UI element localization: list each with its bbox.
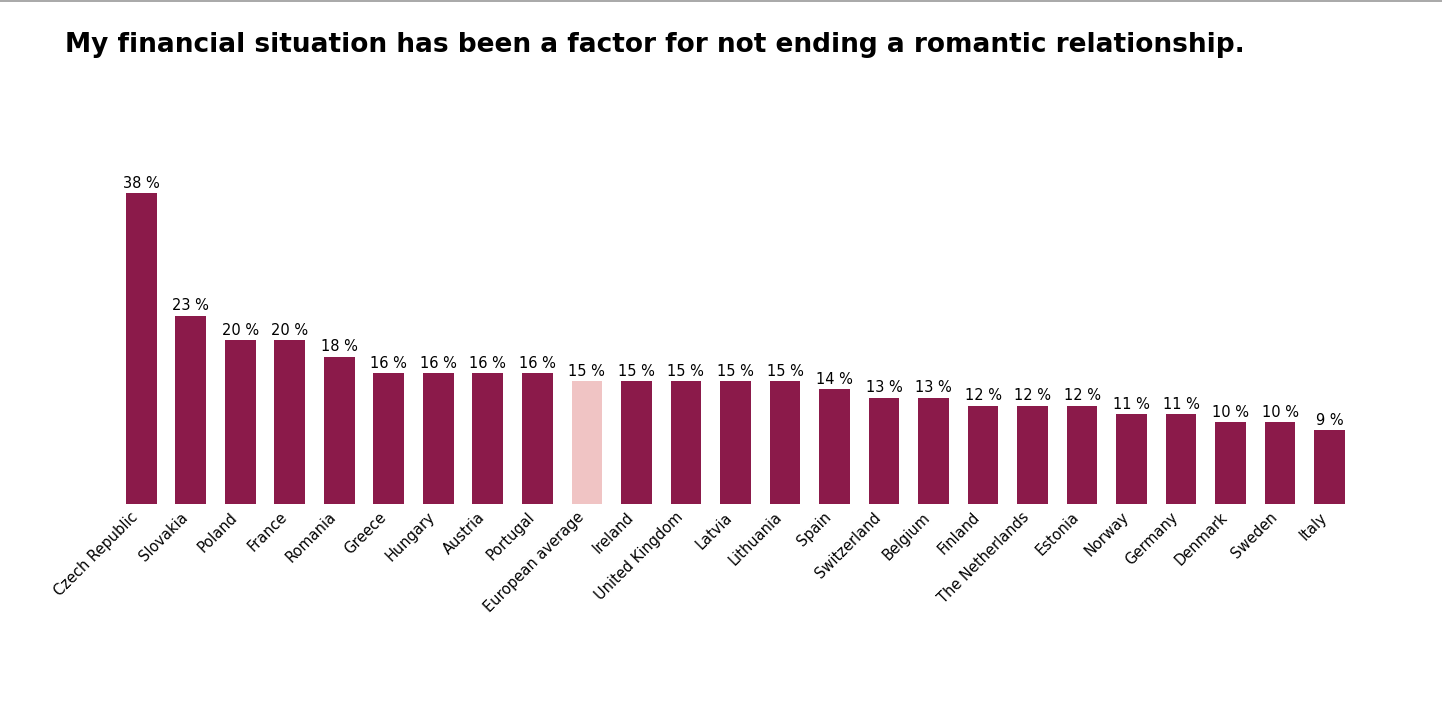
Bar — [819, 390, 849, 504]
Text: 38 %: 38 % — [123, 176, 160, 191]
Bar — [720, 382, 751, 504]
Text: My financial situation has been a factor for not ending a romantic relationship.: My financial situation has been a factor… — [65, 32, 1244, 58]
Bar — [423, 373, 454, 504]
Bar — [919, 397, 949, 504]
Text: 12 %: 12 % — [1064, 388, 1100, 403]
Text: 10 %: 10 % — [1262, 405, 1299, 420]
Bar — [473, 373, 503, 504]
Bar — [324, 356, 355, 504]
Bar — [373, 373, 404, 504]
Bar — [571, 382, 603, 504]
Text: 20 %: 20 % — [271, 323, 309, 338]
Text: 20 %: 20 % — [222, 323, 258, 338]
Bar — [225, 341, 255, 504]
Text: 16 %: 16 % — [470, 356, 506, 371]
Text: 11 %: 11 % — [1162, 397, 1200, 412]
Text: 18 %: 18 % — [320, 339, 358, 354]
Text: 13 %: 13 % — [865, 380, 903, 395]
Bar — [1314, 431, 1345, 504]
Text: 16 %: 16 % — [519, 356, 555, 371]
Text: 15 %: 15 % — [767, 364, 803, 379]
Text: 14 %: 14 % — [816, 372, 852, 387]
Text: 12 %: 12 % — [1014, 388, 1051, 403]
Bar — [522, 373, 552, 504]
Bar — [968, 406, 998, 504]
Bar — [868, 397, 900, 504]
Text: 12 %: 12 % — [965, 388, 1002, 403]
Bar — [622, 382, 652, 504]
Bar — [1067, 406, 1097, 504]
Text: 16 %: 16 % — [371, 356, 407, 371]
Bar — [770, 382, 800, 504]
Bar — [176, 316, 206, 504]
Bar — [1265, 422, 1295, 504]
Bar — [671, 382, 701, 504]
Text: 13 %: 13 % — [916, 380, 952, 395]
Text: 16 %: 16 % — [420, 356, 457, 371]
Bar — [1216, 422, 1246, 504]
Text: 23 %: 23 % — [172, 298, 209, 313]
Bar — [1165, 414, 1197, 504]
Bar — [274, 341, 306, 504]
Text: 15 %: 15 % — [668, 364, 704, 379]
Text: 9 %: 9 % — [1317, 413, 1344, 428]
Text: 10 %: 10 % — [1213, 405, 1249, 420]
Text: 11 %: 11 % — [1113, 397, 1151, 412]
Bar — [1116, 414, 1146, 504]
Text: 15 %: 15 % — [568, 364, 606, 379]
Text: 15 %: 15 % — [619, 364, 655, 379]
Bar — [1017, 406, 1048, 504]
Bar — [125, 193, 157, 504]
Text: 15 %: 15 % — [717, 364, 754, 379]
